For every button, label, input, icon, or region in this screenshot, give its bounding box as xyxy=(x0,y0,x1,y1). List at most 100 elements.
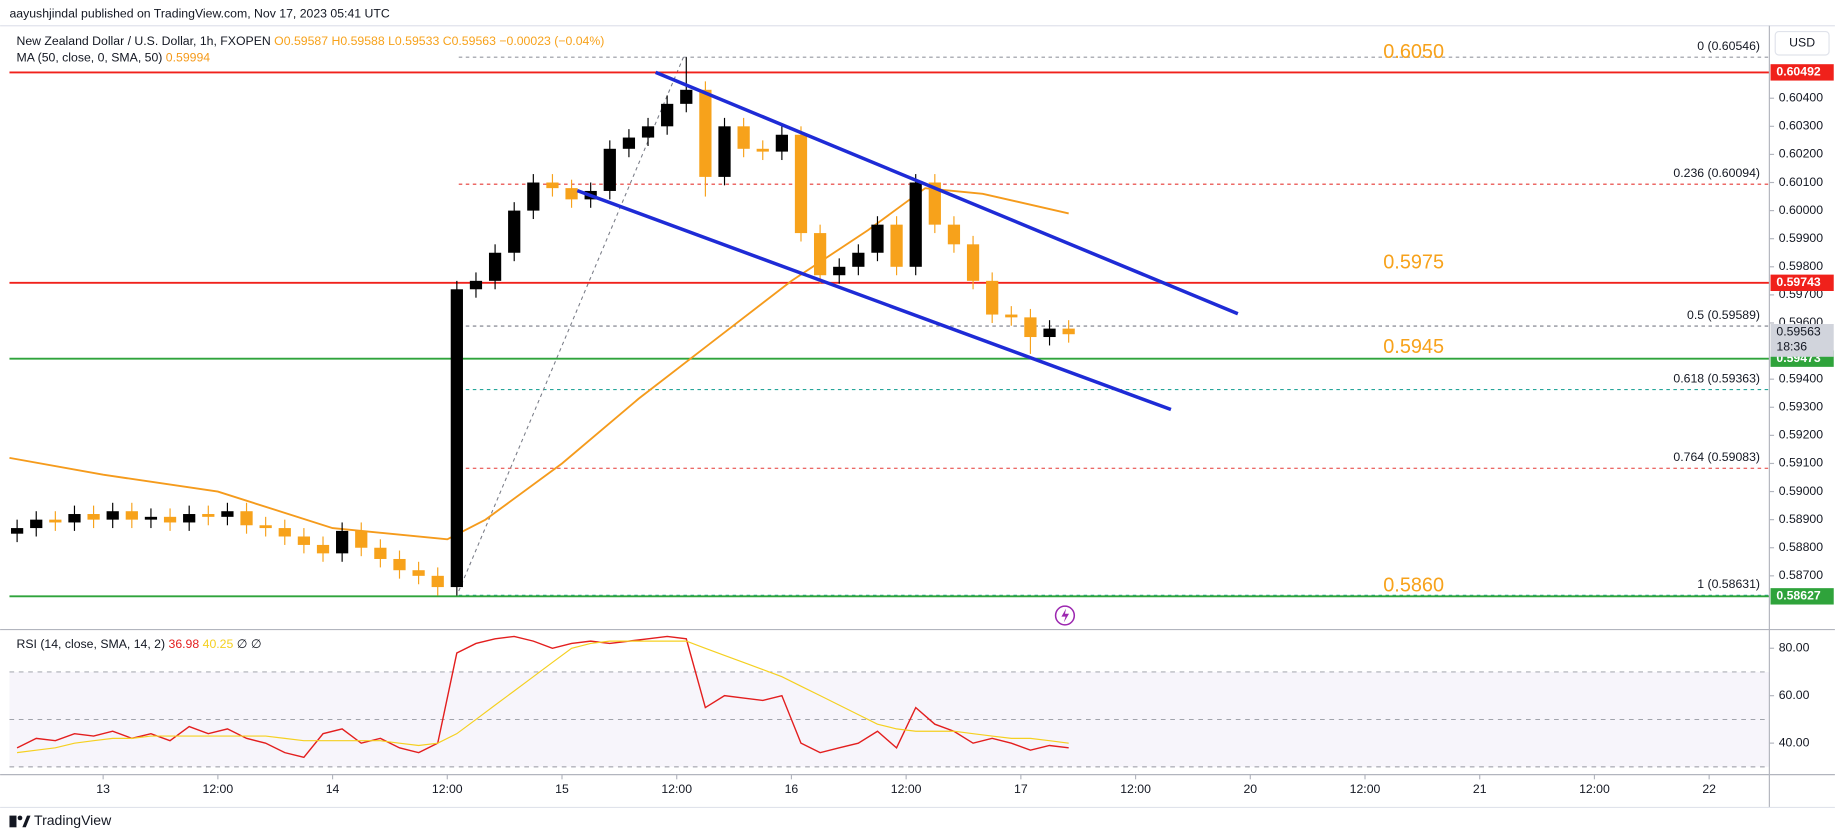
x-tick-label: 17 xyxy=(1014,782,1028,796)
rsi-line xyxy=(16,635,1069,759)
symbol: New Zealand Dollar / U.S. Dollar, 1h, FX… xyxy=(16,34,270,48)
ohlc-value: H0.59588 xyxy=(331,34,384,48)
candle-body xyxy=(374,547,387,559)
candle-body xyxy=(718,126,731,177)
fib-label: 0.236 (0.60094) xyxy=(1673,166,1760,180)
candle-body xyxy=(699,89,712,177)
price-annotation: 0.5860 xyxy=(1383,575,1444,597)
candle-body xyxy=(775,134,788,152)
logo-part xyxy=(22,815,31,828)
x-tick-label: 12:00 xyxy=(891,782,922,796)
rsi-y-tick-label: 80.00 xyxy=(1779,640,1810,654)
rsi-legend-value: 36.98 xyxy=(169,637,200,651)
ma-line xyxy=(9,187,1069,541)
candle-body xyxy=(1043,328,1056,338)
ma-legend-name: MA (50, close, 0, SMA, 50) xyxy=(16,51,162,65)
x-tick-label: 22 xyxy=(1702,782,1716,796)
candle-body xyxy=(737,126,750,149)
footer-logo xyxy=(9,815,31,828)
ohlc-value: C0.59563 xyxy=(443,34,496,48)
candle-body xyxy=(488,252,502,281)
candle-body xyxy=(794,134,808,234)
candle-body xyxy=(852,252,865,267)
price-annotation: 0.5945 xyxy=(1383,336,1444,358)
ohlc-value: −0.00023 (−0.04%) xyxy=(499,34,604,48)
level-tag-label: 0.58627 xyxy=(1776,589,1821,603)
x-tick-label: 12:00 xyxy=(1579,782,1610,796)
candle-body xyxy=(603,148,616,191)
candle-body xyxy=(278,528,291,537)
candle-body xyxy=(221,511,234,517)
rsi-y-tick-label: 40.00 xyxy=(1779,735,1810,749)
y-tick-label: 0.59900 xyxy=(1779,231,1824,245)
candle-body xyxy=(1024,317,1037,338)
level-tag xyxy=(1770,588,1834,605)
candle-body xyxy=(202,514,215,517)
x-tick-label: 12:00 xyxy=(203,782,234,796)
ohlc-value: L0.59533 xyxy=(388,34,439,48)
rsi-legend-tail: ∅ ∅ xyxy=(237,637,262,651)
candle-body xyxy=(431,575,444,588)
candle-body xyxy=(30,519,43,529)
x-tick-label: 13 xyxy=(96,782,110,796)
y-tick-label: 0.60300 xyxy=(1779,119,1824,133)
y-tick-label: 0.60100 xyxy=(1779,175,1824,189)
y-tick-label: 0.59800 xyxy=(1779,259,1824,273)
candle-body xyxy=(546,182,559,189)
x-tick-label: 12:00 xyxy=(661,782,692,796)
candle-body xyxy=(986,280,999,315)
candle-body xyxy=(1062,328,1075,335)
y-tick-label: 0.59300 xyxy=(1779,400,1824,414)
rsi-legend-ma-value: 40.25 xyxy=(203,637,234,651)
candle-body xyxy=(622,137,636,149)
x-tick-label: 15 xyxy=(555,782,569,796)
trendline xyxy=(655,70,1239,316)
candle-body xyxy=(393,558,406,571)
y-tick-label: 0.59000 xyxy=(1779,484,1824,498)
fib-label: 0.764 (0.59083) xyxy=(1673,450,1760,464)
ma-legend: MA (50, close, 0, SMA, 50) 0.59994 xyxy=(16,51,210,65)
candle-body xyxy=(680,89,693,104)
candle-body xyxy=(909,182,922,267)
rsi-y-tick-label: 60.00 xyxy=(1779,688,1810,702)
candle-body xyxy=(469,280,483,290)
currency-box xyxy=(1774,31,1830,56)
candle-body xyxy=(68,514,81,523)
level-tag-label: 0.59743 xyxy=(1776,275,1821,289)
level-tag xyxy=(1770,64,1834,81)
fib-anchor xyxy=(458,54,685,592)
candle-body xyxy=(661,103,674,127)
price-annotation: 0.5975 xyxy=(1383,252,1444,274)
x-tick-label: 21 xyxy=(1473,782,1487,796)
candle-body xyxy=(527,182,540,211)
y-tick-label: 0.59200 xyxy=(1779,428,1824,442)
x-tick-label: 12:00 xyxy=(1350,782,1381,796)
level-tag xyxy=(1770,274,1834,291)
candle-body xyxy=(183,514,196,523)
candle-body xyxy=(890,224,903,267)
y-tick-label: 0.60000 xyxy=(1779,203,1824,217)
candle-body xyxy=(125,511,138,520)
y-tick-label: 0.60400 xyxy=(1779,90,1824,104)
candle-body xyxy=(813,233,827,276)
candle-body xyxy=(508,210,521,253)
rsi-ma-line xyxy=(16,640,1069,754)
candle-body xyxy=(336,530,349,554)
y-tick-label: 0.58900 xyxy=(1779,512,1824,526)
y-tick-label: 0.58800 xyxy=(1779,540,1824,554)
candle-body xyxy=(106,511,119,520)
candle-body xyxy=(316,544,330,554)
x-tick-label: 20 xyxy=(1243,782,1257,796)
price-annotation: 0.6050 xyxy=(1383,41,1444,63)
fib-label: 0 (0.60546) xyxy=(1697,39,1760,53)
rsi-legend: RSI (14, close, SMA, 14, 2) 36.98 40.25 … xyxy=(16,637,261,651)
chart-layer: 0.60400 0.60300 0.60200 0.60100 0.60000 0.599… xyxy=(9,39,1834,796)
candle-body xyxy=(641,126,655,138)
ma-legend-value: 0.59994 xyxy=(166,51,211,65)
fib-label: 1 (0.58631) xyxy=(1697,577,1760,591)
symbol-legend: New Zealand Dollar / U.S. Dollar, 1h, FX… xyxy=(16,34,604,48)
countdown: 18:36 xyxy=(1776,340,1807,354)
